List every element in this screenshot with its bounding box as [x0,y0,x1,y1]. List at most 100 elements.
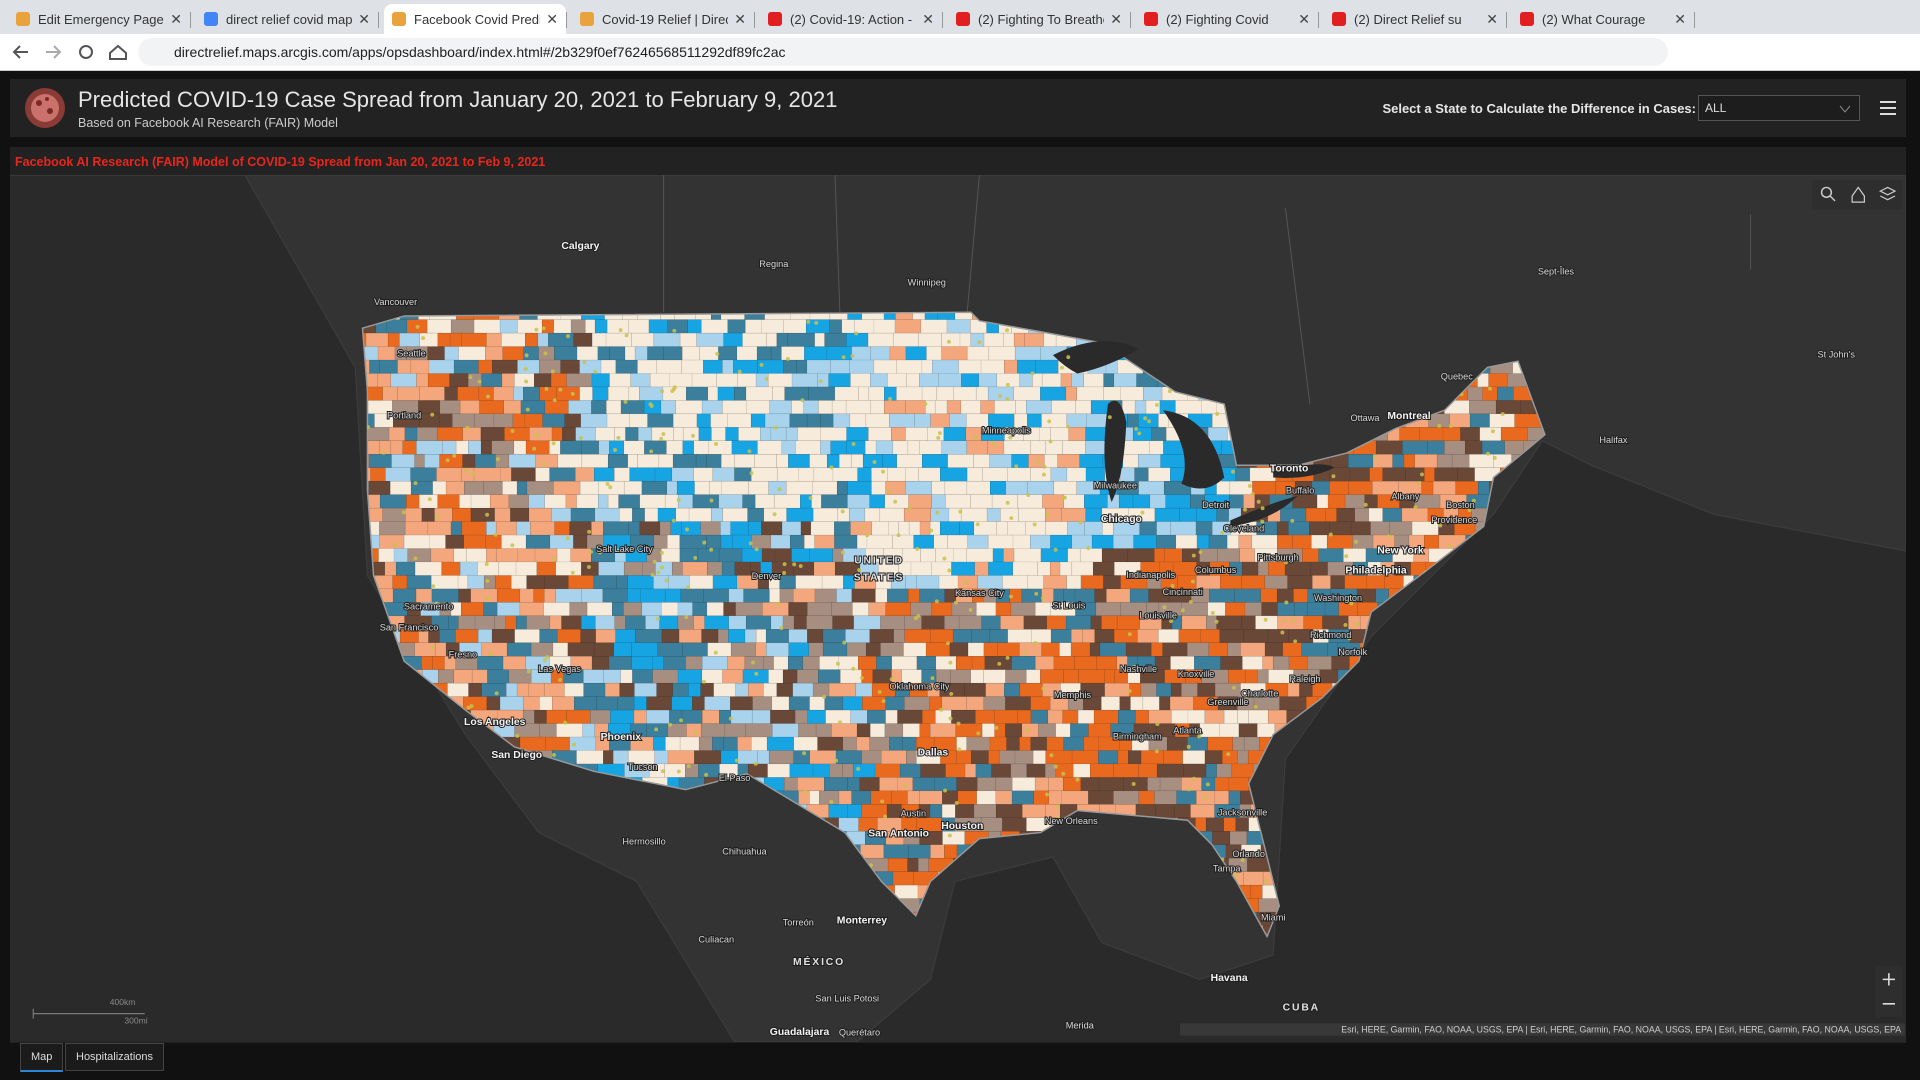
browser-tab[interactable]: Covid-19 Relief | Direct ✕ [572,4,755,34]
county-area [879,507,905,522]
county-area [854,319,875,334]
view-tab[interactable]: Hospitalizations [65,1043,165,1071]
city-dot [1467,508,1472,513]
browser-tab[interactable]: (2) What Courage ✕ [1512,4,1695,34]
tab-close[interactable]: ✕ [1110,10,1122,27]
browser-tab[interactable]: (2) Fighting Covid ✕ [1136,4,1319,34]
browser-tab[interactable]: (2) Covid-19: Action - Y ✕ [760,4,943,34]
browser-tab[interactable]: Edit Emergency Page ‹ I✕ [8,4,191,34]
view-tab[interactable]: Map [20,1043,64,1072]
city-dot [510,428,515,433]
county-area [414,454,425,468]
county-area [511,575,527,590]
county-area [404,427,418,442]
county-area [711,427,726,442]
county-area [564,413,582,428]
county-area [1199,723,1220,738]
map-label: Providence [1431,515,1477,525]
county-area [1015,400,1027,415]
county-area [770,346,782,361]
city-dot [1008,435,1013,440]
tab-close[interactable]: ✕ [1486,10,1498,27]
county-area [921,454,948,468]
zoom-controls[interactable] [1875,965,1903,1018]
county-area [680,588,704,603]
county-area [792,682,814,697]
tab-close[interactable]: ✕ [922,10,934,27]
county-area [1329,521,1352,536]
browser-tab[interactable]: Facebook Covid Predic ✕ [384,4,567,34]
tab-close[interactable]: ✕ [734,10,746,27]
city-dot [1053,764,1058,769]
county-area [811,494,822,509]
county-area [1460,427,1481,442]
city-dot [1344,554,1349,559]
map-tools[interactable] [1811,180,1903,210]
county-area [1101,696,1121,711]
county-area [834,386,859,401]
county-area [1216,507,1230,522]
county-area [793,615,807,630]
tab-close[interactable]: ✕ [1674,10,1686,27]
county-area [685,655,703,670]
browser-tab[interactable]: (2) Fighting To Breathe ✕ [948,4,1131,34]
county-area [838,454,852,468]
url-field[interactable]: directrelief.maps.arcgis.com/apps/opsdas… [138,38,1668,66]
state-selector[interactable]: ALL [1698,95,1860,121]
menu-button[interactable] [1878,98,1898,118]
map-label: Knoxville [1178,669,1215,679]
city-dot [1005,500,1010,505]
county-area [789,413,808,428]
county-area [919,588,945,603]
city-dot [1025,728,1030,733]
county-area [600,359,617,374]
county-area [1272,655,1290,670]
county-area [1061,790,1089,805]
county-area [847,804,862,819]
county-area [479,400,505,415]
county-area [382,386,398,401]
county-area [463,534,486,549]
county-area [834,521,851,536]
county-area [1261,602,1278,617]
county-area [875,588,888,603]
county-area [528,507,552,522]
county-area [712,467,735,482]
county-area [1176,790,1197,805]
county-area [797,777,825,792]
county-area [1252,480,1277,495]
county-area [1277,615,1304,630]
tab-icon [580,12,594,26]
tab-close[interactable]: ✕ [1298,10,1310,27]
county-area [568,400,592,415]
city-dot [597,550,602,555]
browser-tab[interactable]: (2) Direct Relief su ✕ [1324,4,1507,34]
county-area [1242,655,1263,670]
county-area [921,359,933,374]
county-area [1354,507,1370,522]
county-area [771,723,799,738]
browser-tab[interactable]: direct relief covid map ✕ [196,4,379,34]
map[interactable]: CalgaryReginaWinnipegVancouverSept-ÎlesS… [10,175,1906,1042]
city-dot [434,601,439,606]
county-area [787,655,804,670]
city-dot [1190,579,1195,584]
county-area [985,682,1005,697]
tab-close[interactable]: ✕ [358,10,370,27]
county-area [505,615,517,630]
county-area [623,480,643,495]
county-area [1074,655,1098,670]
city-dot [654,727,659,732]
county-area [455,440,469,455]
county-area [901,736,917,751]
tab-close[interactable]: ✕ [170,10,182,27]
county-area [899,763,921,778]
city-dot [1349,601,1354,606]
county-area [999,507,1020,522]
county-area [545,736,570,751]
city-dot [1107,415,1112,420]
county-area [885,602,911,617]
tab-title: (2) Fighting To Breathe [978,11,1105,27]
nav-buttons[interactable] [8,34,138,70]
tab-close[interactable]: ✕ [546,10,558,27]
